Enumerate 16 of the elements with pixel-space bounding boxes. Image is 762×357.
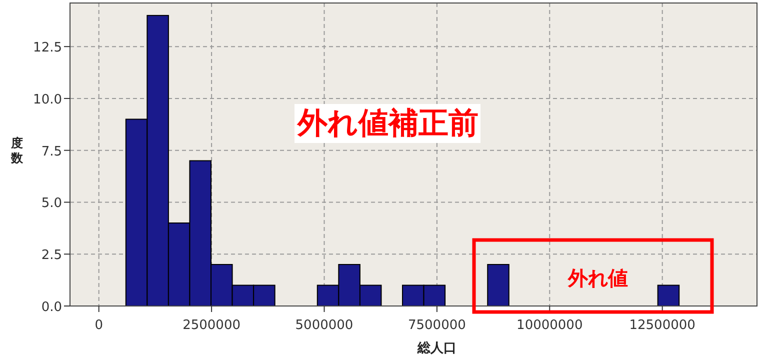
x-axis-title: 総人口 bbox=[416, 341, 456, 356]
y-axis-title: 度数 bbox=[10, 136, 24, 165]
y-tick-label: 7.5 bbox=[41, 144, 62, 160]
y-tick-label: 2.5 bbox=[41, 248, 62, 264]
x-tick-label: 12500000 bbox=[629, 318, 696, 333]
x-tick-label: 2500000 bbox=[182, 318, 240, 333]
y-tick-label: 5.0 bbox=[41, 196, 62, 212]
annotation: 外れ値補正前 bbox=[296, 106, 478, 141]
y-tick-label: 10.0 bbox=[33, 92, 62, 108]
x-tick-label: 7500000 bbox=[408, 318, 466, 333]
x-tick-label: 5000000 bbox=[295, 318, 354, 333]
y-tick-label: 12.5 bbox=[33, 40, 62, 56]
x-tick-label: 0 bbox=[94, 318, 103, 333]
y-tick-label: 0.0 bbox=[41, 300, 62, 315]
annotation: 外れ値 bbox=[567, 266, 628, 290]
x-tick-label: 10000000 bbox=[516, 318, 583, 333]
